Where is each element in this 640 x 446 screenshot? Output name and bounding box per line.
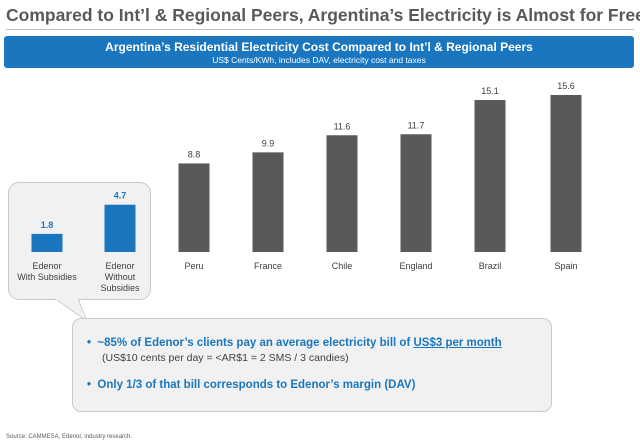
category-label-1: Subsidies bbox=[100, 283, 140, 293]
fact-1-text: ~85% of Edenor’s clients pay an average … bbox=[97, 337, 414, 349]
fact-2-text: Only 1/3 of that bill corresponds to Ede… bbox=[97, 379, 416, 391]
category-label-7: Spain bbox=[554, 261, 577, 271]
fact-1-detail: (US$10 cents per day = <AR$1 = 2 SMS / 3… bbox=[102, 352, 349, 364]
category-label-2: Peru bbox=[184, 261, 203, 271]
category-label-3: France bbox=[254, 261, 282, 271]
category-label-0: Edenor bbox=[32, 261, 61, 271]
bar-4 bbox=[326, 135, 358, 252]
bar-6 bbox=[474, 100, 506, 253]
bar-7 bbox=[550, 95, 582, 252]
value-label-1: 4.7 bbox=[114, 191, 127, 201]
fact-bullet-2: • Only 1/3 of that bill corresponds to E… bbox=[87, 379, 415, 391]
bullet-dot: • bbox=[87, 337, 98, 349]
source-note: Source: CAMMESA, Edenor, industry resear… bbox=[6, 434, 133, 440]
value-label-6: 15.1 bbox=[481, 86, 499, 96]
chart-subtitle: US$ Cents/KWh, includes DAV, electricity… bbox=[212, 55, 426, 65]
bar-0 bbox=[31, 233, 63, 252]
value-label-5: 11.7 bbox=[408, 120, 425, 130]
category-label-5: England bbox=[399, 261, 432, 271]
category-label-4: Chile bbox=[332, 261, 353, 271]
slide-title: Compared to Int’l & Regional Peers, Arge… bbox=[6, 5, 640, 25]
bar-5 bbox=[400, 134, 432, 252]
category-label-6: Brazil bbox=[479, 261, 502, 271]
fact-1-highlight: US$3 per month bbox=[413, 337, 502, 349]
category-label-1: Without bbox=[105, 272, 136, 282]
category-label-1: Edenor bbox=[105, 261, 134, 271]
fact-bullet-1: • ~85% of Edenor’s clients pay an averag… bbox=[87, 337, 502, 349]
category-label-0: With Subsidies bbox=[17, 272, 77, 282]
bar-1 bbox=[104, 204, 136, 252]
value-label-4: 11.6 bbox=[334, 121, 351, 131]
bar-3 bbox=[252, 152, 284, 252]
title-divider bbox=[6, 29, 634, 30]
chart-banner: Argentina’s Residential Electricity Cost… bbox=[4, 36, 634, 68]
chart-title: Argentina’s Residential Electricity Cost… bbox=[105, 40, 533, 54]
bullet-dot: • bbox=[87, 379, 98, 391]
value-label-2: 8.8 bbox=[188, 149, 201, 159]
value-label-3: 9.9 bbox=[262, 138, 275, 148]
value-label-7: 15.6 bbox=[557, 81, 575, 91]
value-label-0: 1.8 bbox=[41, 220, 54, 230]
bar-2 bbox=[178, 163, 210, 252]
key-facts-callout: • ~85% of Edenor’s clients pay an averag… bbox=[72, 318, 552, 412]
